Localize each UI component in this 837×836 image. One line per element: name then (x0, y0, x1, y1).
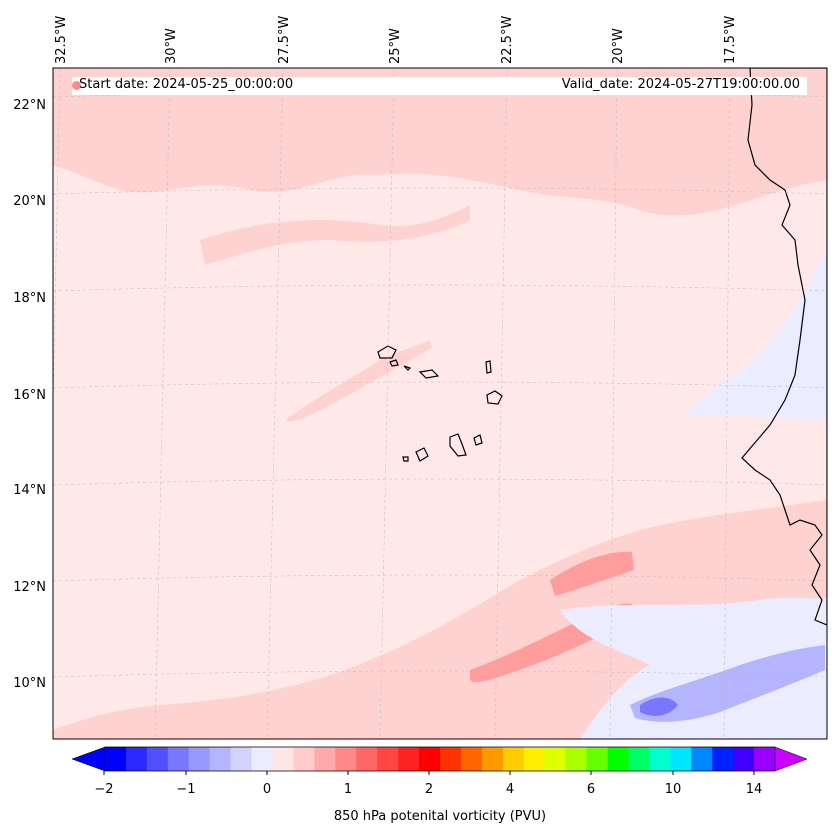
island-sal (485, 360, 492, 374)
colorbar-tick-label: 0 (262, 782, 272, 797)
lon-label: 30°W (164, 28, 179, 64)
lat-label: 20°N (13, 194, 46, 209)
colorbar-tick-label: −2 (94, 782, 114, 797)
contour-negative-inner (640, 697, 678, 716)
lat-label: 16°N (13, 388, 46, 403)
colorbar-swatch (670, 747, 692, 771)
colorbar-tick-label: 4 (505, 782, 515, 797)
colorbar-swatch (691, 747, 713, 771)
colorbar-swatch (167, 747, 190, 771)
colorbar-swatch (188, 747, 211, 771)
colorbar-arrow-low (71, 746, 106, 772)
colorbar-swatch (419, 747, 441, 771)
colorbar-swatch (754, 747, 776, 771)
lon-label: 17.5°W (723, 15, 738, 64)
colorbar-tick-label: 14 (745, 782, 763, 797)
colorbar-swatch (377, 747, 399, 771)
contour-streak-12n (550, 551, 634, 596)
colorbar-swatch (398, 747, 420, 771)
island-fogo (415, 447, 429, 462)
colorbar-swatch (440, 747, 462, 771)
lat-label: 18°N (13, 291, 46, 306)
legend-dot-icon (72, 81, 81, 90)
colorbar-tick-label: 6 (586, 782, 596, 797)
colorbar-swatch (314, 747, 336, 771)
island-sao-vicente (389, 359, 399, 367)
colorbar-tick-label: 1 (343, 782, 353, 797)
colorbar-tick-label: 2 (424, 782, 434, 797)
colorbar-frame (105, 746, 775, 772)
colorbar-swatch (544, 747, 567, 771)
legend-valid-date: Valid_date: 2024-05-27T19:00:00.00 (561, 77, 800, 92)
colorbar-swatch (105, 747, 127, 771)
contour-negative-core (630, 645, 825, 722)
lon-label: 32.5°W (54, 15, 69, 64)
colorbar-swatch (502, 747, 525, 771)
colorbar-swatch (712, 747, 734, 771)
colorbar-swatch (335, 747, 357, 771)
contour-band-north (53, 68, 827, 216)
colorbar-swatch (356, 747, 378, 771)
colorbar-swatch (481, 747, 504, 771)
colorbar-swatch (272, 747, 294, 771)
colorbar-swatch (209, 747, 232, 771)
lat-label: 14°N (13, 483, 46, 498)
lat-label: 12°N (13, 580, 46, 595)
colorbar-swatch (733, 747, 755, 771)
island-santa-luzia (403, 365, 412, 371)
colorbar-arrow-high (774, 746, 808, 772)
island-brava (402, 456, 409, 462)
coastline-africa (741, 68, 827, 626)
contour-negative-south (560, 597, 827, 739)
island-boa-vista (486, 390, 503, 405)
colorbar-swatch (146, 747, 169, 771)
colorbar (71, 746, 808, 775)
island-santo-antao (377, 345, 397, 359)
lon-label: 25°W (388, 28, 403, 64)
colorbar-swatch (628, 747, 650, 771)
map-frame (52, 67, 828, 740)
colorbar-swatch (125, 747, 148, 771)
lon-label: 27.5°W (277, 15, 292, 64)
colorbar-tick-label: 10 (664, 782, 682, 797)
lon-label: 20°W (611, 28, 626, 64)
island-sao-nicolau (418, 369, 440, 379)
colorbar-swatch (251, 747, 273, 771)
gridlines (53, 68, 827, 739)
colorbar-swatch (523, 747, 546, 771)
contour-negative-east (680, 250, 827, 420)
colorbar-tick-label: −1 (176, 782, 196, 797)
colorbar-swatch (565, 747, 588, 771)
lat-label: 22°N (13, 98, 46, 113)
colorbar-swatch (460, 747, 483, 771)
contour-band-nw-streak (200, 205, 470, 265)
colorbar-swatch (230, 747, 253, 771)
legend-box: Start date: 2024-05-25_00:00:00 Valid_da… (72, 77, 807, 95)
lon-label: 22.5°W (500, 15, 515, 64)
island-maio (473, 434, 483, 446)
pv-contours (53, 68, 827, 739)
lat-label: 10°N (13, 676, 46, 691)
colorbar-swatch (293, 747, 315, 771)
colorbar-title: 850 hPa potenital vorticity (PVU) (333, 809, 547, 824)
legend-start-date: Start date: 2024-05-25_00:00:00 (79, 77, 294, 92)
colorbar-swatch (649, 747, 671, 771)
colorbar-swatch (586, 747, 608, 771)
colorbar-swatch (607, 747, 629, 771)
island-santiago (449, 433, 467, 457)
